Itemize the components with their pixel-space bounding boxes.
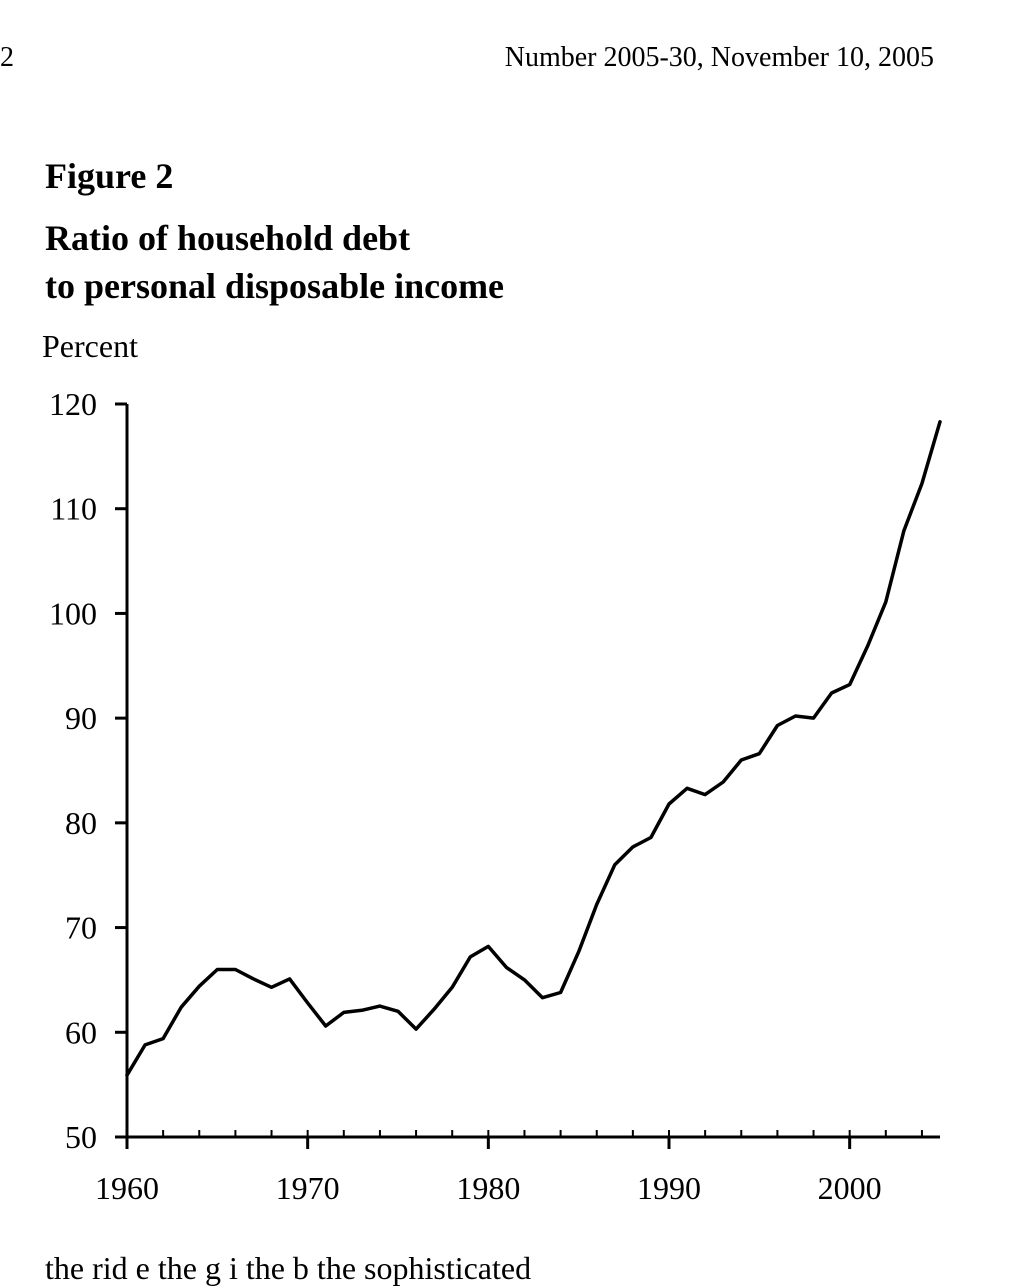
y-tick-label-110: 110 <box>50 491 97 527</box>
x-tick-label-2000: 2000 <box>818 1170 882 1206</box>
body-text-fragment: the rid e the g i the b the sophisticate… <box>45 1250 531 1287</box>
y-tick-label-80: 80 <box>65 805 97 841</box>
y-tick-label-120: 120 <box>49 386 97 422</box>
series-line-0 <box>127 422 940 1075</box>
x-tick-label-1990: 1990 <box>637 1170 701 1206</box>
y-tick-label-90: 90 <box>65 700 97 736</box>
y-tick-label-70: 70 <box>65 910 97 946</box>
y-tick-label-50: 50 <box>65 1119 97 1155</box>
x-tick-label-1960: 1960 <box>95 1170 159 1206</box>
x-tick-label-1980: 1980 <box>456 1170 520 1206</box>
y-tick-label-100: 100 <box>49 595 97 631</box>
x-tick-label-1970: 1970 <box>276 1170 340 1206</box>
y-tick-label-60: 60 <box>65 1014 97 1050</box>
